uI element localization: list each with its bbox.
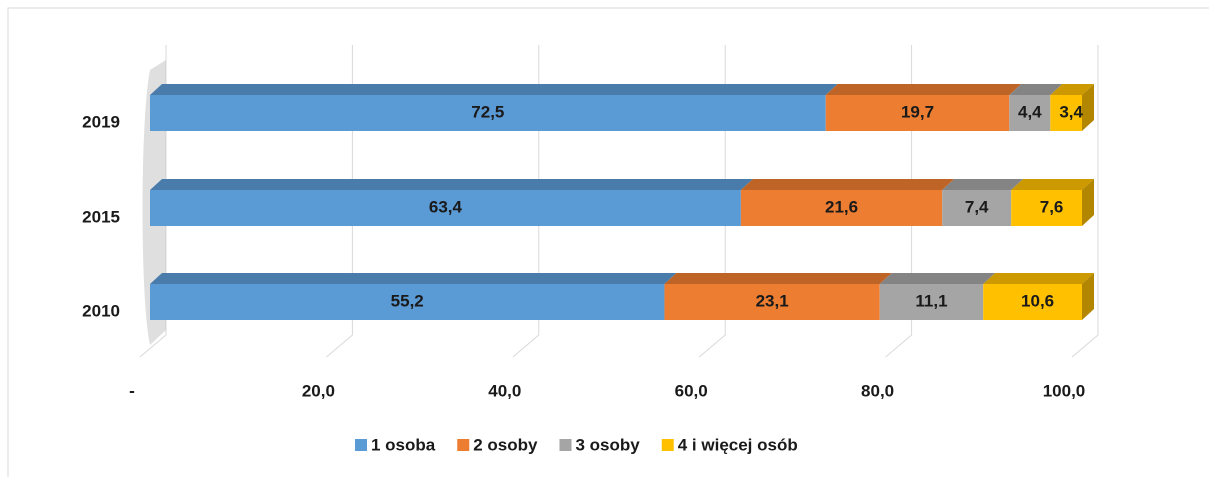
data-label: 55,2: [391, 291, 424, 310]
data-label: 7,4: [965, 197, 989, 216]
bar: [740, 190, 943, 226]
data-label: 3,4: [1059, 102, 1083, 121]
bar: [664, 284, 880, 320]
x-tick-label: 40,0: [488, 381, 521, 400]
y-tick-label: 2019: [82, 112, 120, 131]
legend-label: 2 osoby: [473, 435, 538, 454]
legend-swatch: [355, 439, 367, 451]
bar: [1011, 190, 1082, 226]
bar-top: [942, 179, 1024, 190]
bar-top: [879, 273, 996, 284]
bar-top: [825, 84, 1022, 95]
bar-side: [1082, 179, 1094, 226]
data-label: 63,4: [429, 197, 463, 216]
data-label: 4,4: [1018, 102, 1042, 121]
grid-line: [1071, 45, 1099, 358]
grid-line: [885, 45, 913, 358]
legend-swatch: [457, 439, 470, 451]
bar-side: [1082, 84, 1094, 131]
x-tick-label: 20,0: [302, 381, 335, 400]
bar-top: [1011, 179, 1094, 190]
legend-label: 3 osoby: [576, 435, 641, 454]
y-tick-label: 2010: [82, 301, 120, 320]
bar-top: [150, 273, 677, 284]
bar: [150, 190, 741, 226]
chart-frame: [7, 7, 1209, 477]
bar-top: [1009, 84, 1063, 95]
y-tick-label: 2015: [82, 207, 120, 226]
x-tick-label: -: [129, 381, 135, 400]
bar-top: [983, 273, 1094, 284]
bar: [1009, 95, 1051, 131]
bar-top: [150, 179, 753, 190]
x-tick-label: 100,0: [1043, 381, 1086, 400]
data-label: 19,7: [901, 102, 934, 121]
data-label: 72,5: [471, 102, 504, 121]
x-tick-label: 60,0: [675, 381, 708, 400]
data-label: 10,6: [1021, 291, 1054, 310]
grid-line: [512, 45, 540, 358]
bar: [879, 284, 984, 320]
legend-swatch: [559, 439, 572, 451]
bar-top: [664, 273, 892, 284]
x-tick-label: 80,0: [861, 381, 894, 400]
bar: [150, 95, 826, 131]
data-label: 7,6: [1040, 197, 1064, 216]
bar-top: [1050, 84, 1094, 95]
bar: [1050, 95, 1082, 131]
data-label: 11,1: [915, 291, 947, 310]
bar: [942, 190, 1012, 226]
bar-side: [1082, 273, 1094, 320]
data-label: 23,1: [756, 291, 789, 310]
bar: [983, 284, 1082, 320]
grid-line: [326, 45, 353, 358]
legend-label: 1 osoba: [371, 435, 436, 454]
bar: [825, 95, 1010, 131]
legend-label: 4 i więcej osób: [678, 435, 798, 454]
grid-line: [698, 45, 726, 358]
bar-top: [740, 179, 955, 190]
bar-top: [150, 84, 838, 95]
bar: [150, 284, 665, 320]
legend-swatch: [661, 439, 674, 451]
data-label: 21,6: [825, 197, 858, 216]
